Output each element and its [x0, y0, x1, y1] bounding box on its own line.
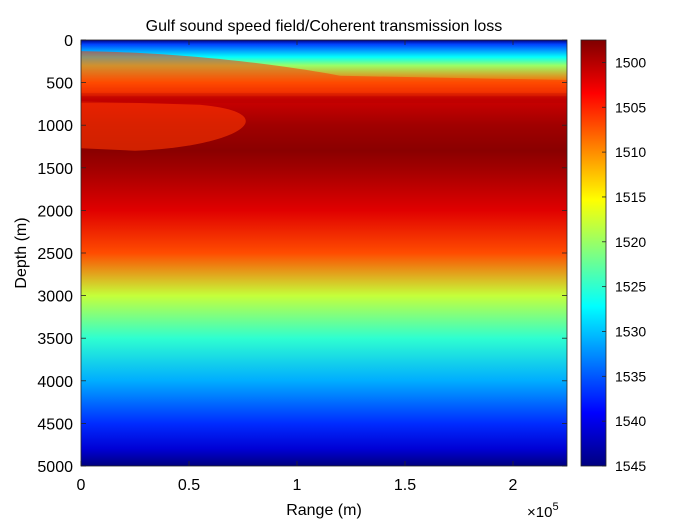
x-axis-label: Range (m)	[286, 502, 362, 519]
colorbar-tick-label: 1535	[615, 368, 646, 384]
colorbar-tick-label: 1545	[615, 458, 646, 474]
y-tick-label: 500	[46, 76, 73, 93]
mid-depth-field-feature	[81, 101, 246, 151]
colorbar-ticks: 1500 1505 1510 1515 1520 1525 1530 1535 1540 1545	[602, 54, 646, 474]
x-axis-exponent: ×105	[527, 501, 559, 521]
colorbar: 1500 1505 1510 1515 1520 1525 1530 1535 1540 1545	[580, 39, 646, 474]
svg-text:×105: ×105	[527, 501, 559, 521]
colorbar-tick-label: 1515	[615, 189, 646, 205]
y-tick-label: 1000	[37, 118, 73, 135]
y-tick-label: 3000	[37, 289, 73, 306]
colorbar-tick-label: 1540	[615, 413, 646, 429]
x-tick-label: 2	[509, 477, 518, 494]
x-tick-label: 0.5	[178, 477, 200, 494]
colorbar-scale	[580, 39, 607, 467]
plot-area	[81, 40, 567, 466]
y-tick-label: 4000	[37, 374, 73, 391]
y-tick-label: 4500	[37, 416, 73, 433]
x-tick-label: 0	[77, 477, 86, 494]
y-tick-label: 5000	[37, 459, 73, 476]
colorbar-tick-label: 1500	[615, 54, 646, 70]
x-axis: 0 0.5 1 1.5 2	[77, 40, 518, 494]
y-tick-label: 2000	[37, 203, 73, 220]
upper-field-feature	[81, 51, 567, 93]
y-axis: 0 500 1000 1500 2000 2500 3000 3500 4000 4500 5000	[37, 33, 567, 476]
watermark: 知乎 @Apple	[578, 485, 683, 505]
colorbar-tick-label: 1520	[615, 234, 646, 250]
x-axis-exponent-power: 5	[552, 501, 558, 513]
field-overlays	[81, 51, 567, 151]
chart-title: Gulf sound speed field/Coherent transmis…	[146, 18, 503, 35]
y-tick-label: 2500	[37, 246, 73, 263]
y-tick-label: 0	[64, 33, 73, 50]
colorbar-tick-label: 1530	[615, 323, 646, 339]
colorbar-tick-label: 1510	[615, 144, 646, 160]
colorbar-tick-label: 1505	[615, 99, 646, 115]
y-axis-label: Depth (m)	[13, 217, 30, 288]
y-tick-label: 1500	[37, 161, 73, 178]
x-axis-exponent-base: ×10	[527, 504, 552, 521]
y-tick-label: 3500	[37, 331, 73, 348]
colorbar-tick-label: 1525	[615, 279, 646, 295]
x-tick-label: 1	[293, 477, 302, 494]
channel-band	[81, 96, 567, 104]
x-tick-label: 1.5	[394, 477, 416, 494]
